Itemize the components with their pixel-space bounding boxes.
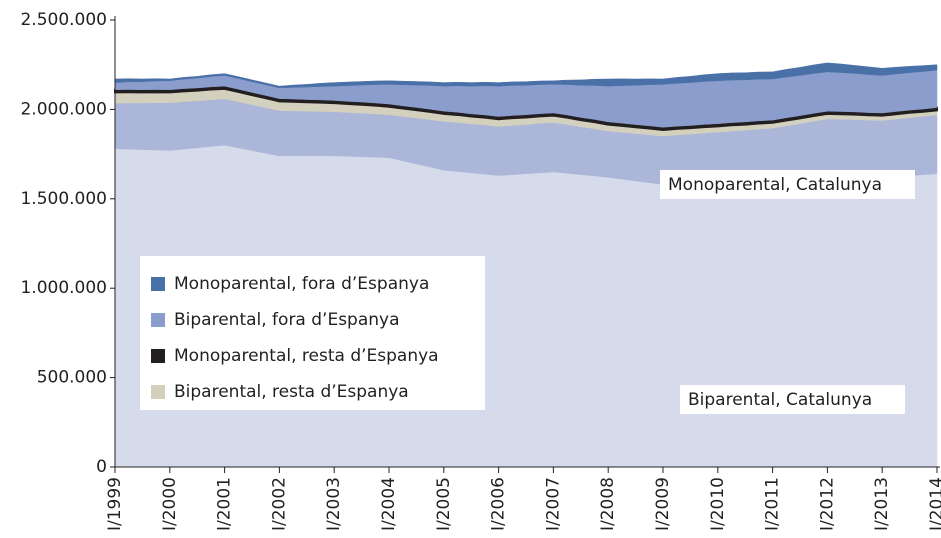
x-tick-label: I/2007 bbox=[543, 477, 563, 531]
x-tick-label: I/2004 bbox=[379, 477, 399, 531]
area bbox=[114, 62, 938, 89]
x-tick-label: I/2001 bbox=[215, 477, 235, 531]
x-tick-label: I/2013 bbox=[872, 477, 892, 531]
x-tick-label: I/2014 bbox=[927, 477, 941, 531]
x-tick-label: I/2008 bbox=[598, 477, 618, 531]
x-tick-label: I/2005 bbox=[434, 477, 454, 531]
x-tick-label: I/2002 bbox=[269, 477, 289, 531]
legend-label: Monoparental, resta d’Espanya bbox=[174, 346, 439, 366]
x-tick-label: I/2009 bbox=[653, 477, 673, 531]
legend-swatch bbox=[151, 349, 165, 363]
y-tick-label: 500.000 bbox=[37, 368, 107, 388]
legend-label: Biparental, fora d’Espanya bbox=[174, 310, 400, 330]
y-tick-label: 1.500.000 bbox=[20, 189, 107, 209]
x-tick-label: I/1999 bbox=[105, 477, 125, 531]
y-tick-label: 1.000.000 bbox=[20, 278, 107, 298]
legend-swatch bbox=[151, 385, 165, 399]
x-tick-label: I/2006 bbox=[489, 477, 509, 531]
x-tick-label: I/2003 bbox=[324, 477, 344, 531]
x-tick-label: I/2011 bbox=[763, 477, 783, 531]
label-box bbox=[680, 385, 905, 414]
area-label: Biparental, Catalunya bbox=[688, 390, 872, 410]
legend-swatch bbox=[151, 313, 165, 327]
x-tick-label: I/2010 bbox=[708, 477, 728, 531]
legend-label: Monoparental, fora d’Espanya bbox=[174, 274, 429, 294]
x-tick-label: I/2000 bbox=[160, 477, 180, 531]
legend-label: Biparental, resta d’Espanya bbox=[174, 382, 409, 402]
label-box bbox=[660, 170, 915, 199]
y-tick-label: 2.500.000 bbox=[20, 10, 107, 30]
y-tick-label: 2.000.000 bbox=[20, 99, 107, 119]
x-tick-label: I/2012 bbox=[817, 477, 837, 531]
legend-box bbox=[140, 256, 485, 410]
y-tick-label: 0 bbox=[96, 457, 107, 477]
area-label: Monoparental, Catalunya bbox=[668, 175, 882, 195]
legend-swatch bbox=[151, 277, 165, 291]
